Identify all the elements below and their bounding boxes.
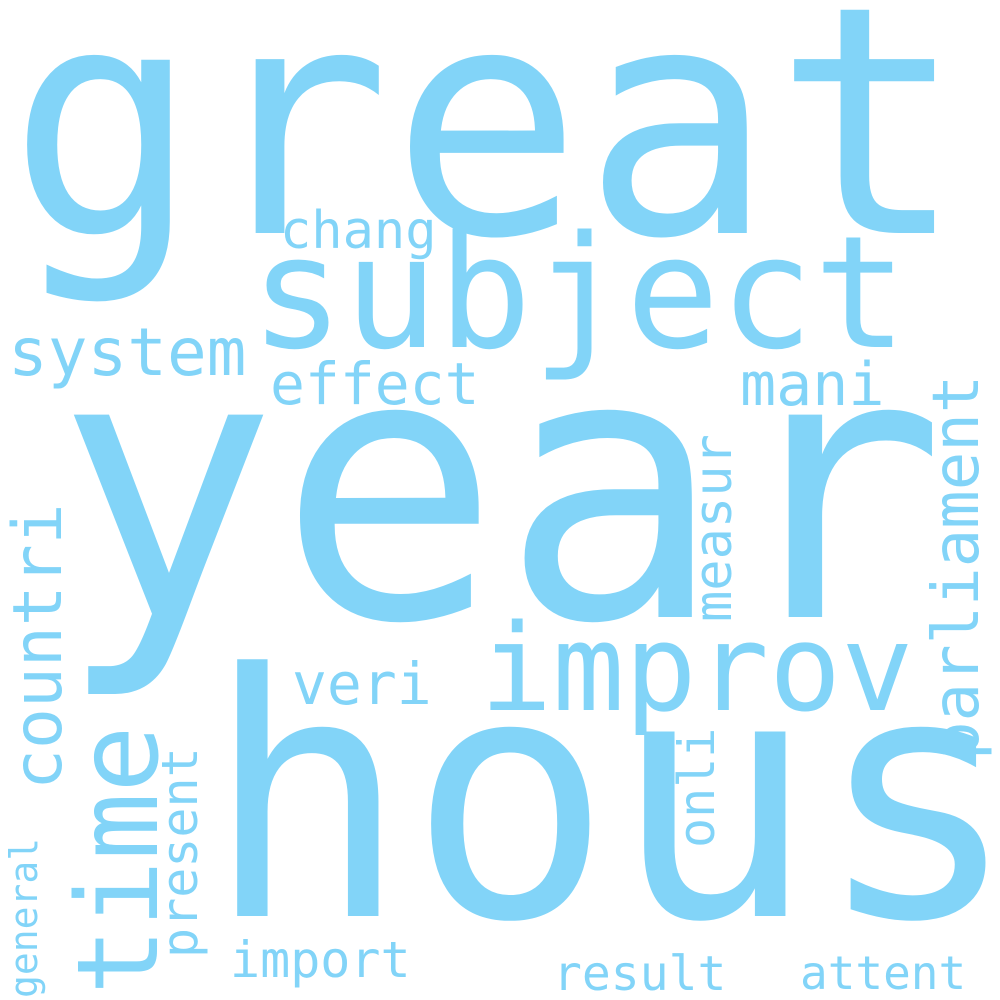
- word-countri: countri: [0, 503, 78, 790]
- word-present: present: [151, 747, 209, 958]
- word-parliament: parliament: [920, 374, 994, 760]
- word-attent: attent: [800, 946, 967, 1000]
- word-system: system: [8, 314, 247, 391]
- word-improv: improv: [480, 600, 914, 739]
- word-import: import: [230, 931, 411, 989]
- word-hous: hous: [205, 602, 1000, 996]
- word-effect: effect: [270, 350, 480, 418]
- word-onli: onli: [668, 727, 726, 848]
- word-veri: veri: [292, 650, 432, 718]
- word-great: great: [8, 0, 966, 308]
- word-chang: chang: [280, 201, 437, 261]
- word-measur: measur: [684, 434, 744, 622]
- word-mani: mani: [740, 350, 885, 420]
- word-year: year: [55, 275, 947, 705]
- word-general: general: [2, 837, 46, 998]
- word-subject: subject: [250, 202, 908, 384]
- word-result: result: [553, 946, 727, 1000]
